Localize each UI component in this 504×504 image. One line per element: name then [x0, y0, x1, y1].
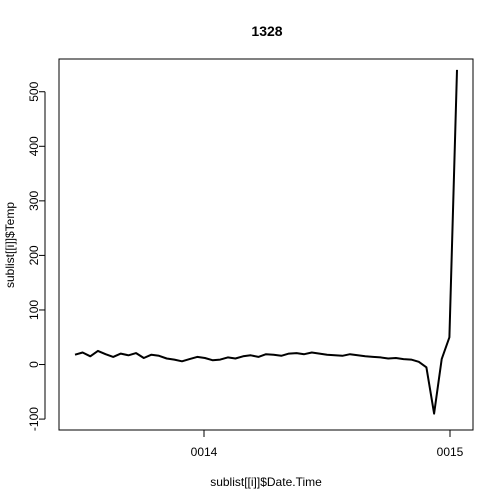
x-axis: 0014 0015	[191, 429, 464, 459]
y-tick-label: 200	[27, 245, 41, 265]
plot-frame	[58, 58, 474, 431]
x-tick-label: 0014	[191, 445, 218, 459]
y-axis: -100 0 100 200 300 400 500	[27, 81, 46, 431]
y-tick-label: 400	[27, 136, 41, 156]
y-tick-label: -100	[27, 407, 41, 431]
x-axis-title: sublist[[i]]$Date.Time	[210, 475, 322, 489]
y-tick-label: 500	[27, 81, 41, 101]
y-tick-label: 300	[27, 191, 41, 211]
series-line-0	[74, 69, 458, 415]
chart-title: 1328	[251, 23, 282, 39]
x-tick-label: 0015	[437, 445, 464, 459]
series-layer	[74, 69, 458, 415]
y-axis-title: sublist[[i]]$Temp	[3, 202, 17, 288]
y-tick-label: 100	[27, 300, 41, 320]
y-tick-label: 0	[27, 361, 41, 368]
